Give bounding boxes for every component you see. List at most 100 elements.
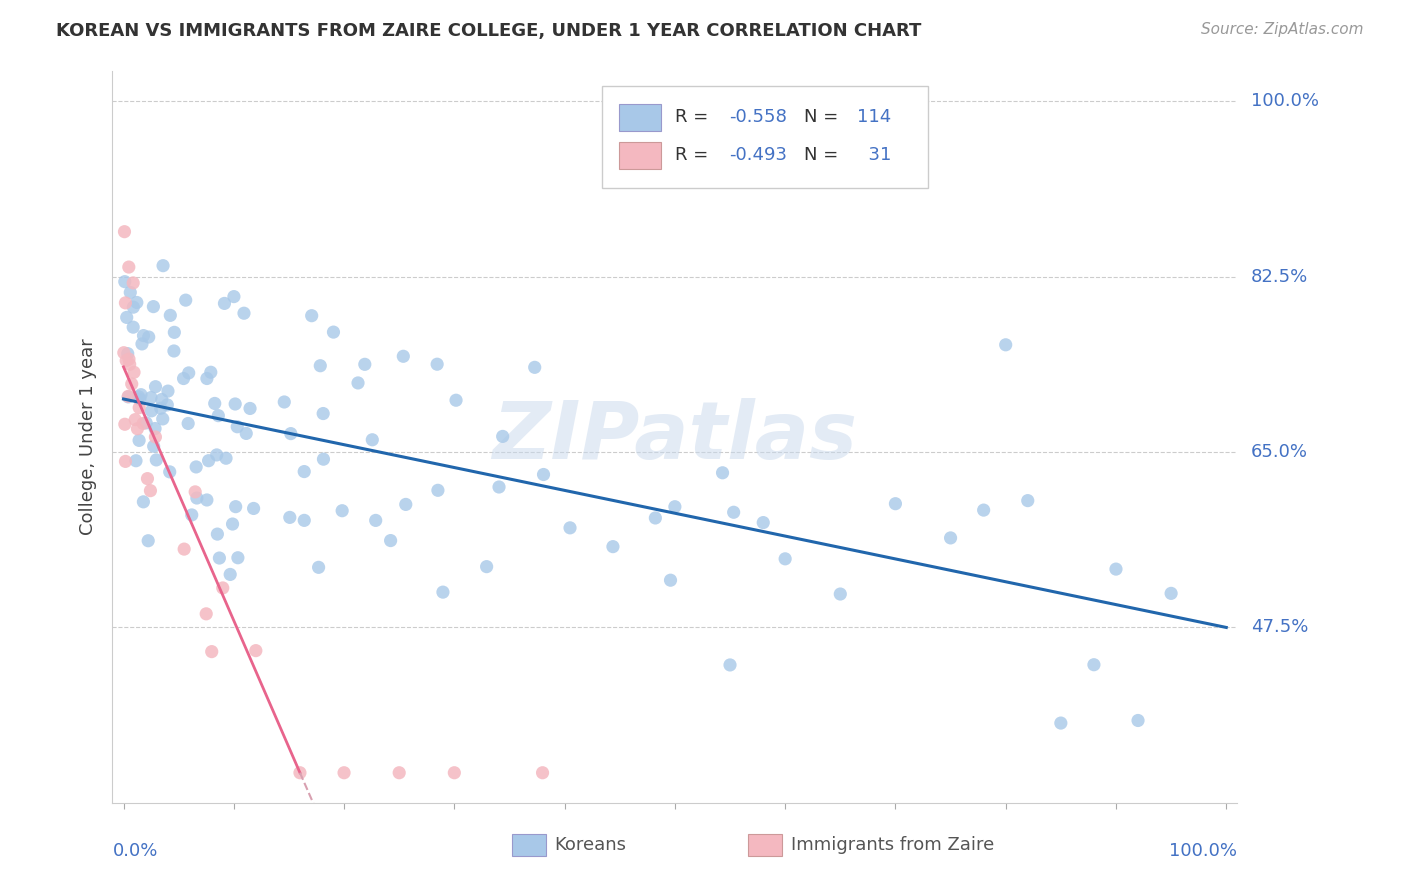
Point bbox=[533, 467, 555, 482]
Text: 47.5%: 47.5% bbox=[1251, 618, 1309, 637]
Point bbox=[280, 426, 302, 441]
FancyBboxPatch shape bbox=[619, 142, 661, 169]
Point bbox=[197, 453, 219, 467]
Point bbox=[333, 765, 356, 780]
Point bbox=[531, 765, 554, 780]
Point bbox=[475, 559, 498, 574]
Point bbox=[659, 573, 682, 587]
Point bbox=[141, 404, 163, 418]
Point bbox=[214, 296, 236, 310]
Text: 65.0%: 65.0% bbox=[1251, 443, 1308, 461]
Point bbox=[117, 346, 139, 360]
Point bbox=[292, 465, 315, 479]
Point bbox=[177, 417, 200, 431]
Point bbox=[364, 513, 387, 527]
Point bbox=[142, 439, 165, 453]
Point bbox=[222, 290, 245, 304]
Point bbox=[136, 533, 159, 548]
Point bbox=[288, 765, 311, 780]
Point bbox=[1160, 586, 1182, 600]
Point bbox=[488, 480, 510, 494]
Point bbox=[139, 391, 162, 405]
Point bbox=[122, 320, 145, 334]
Point bbox=[426, 357, 449, 371]
Point bbox=[138, 330, 160, 344]
Text: 31: 31 bbox=[858, 146, 891, 164]
Point bbox=[174, 293, 197, 307]
Point bbox=[224, 397, 246, 411]
Text: 0.0%: 0.0% bbox=[112, 842, 157, 860]
Point bbox=[112, 345, 135, 359]
Point bbox=[278, 510, 301, 524]
Point bbox=[347, 376, 370, 390]
Text: N =: N = bbox=[804, 109, 844, 127]
Point bbox=[131, 337, 153, 351]
Point bbox=[128, 392, 150, 407]
Point bbox=[136, 472, 159, 486]
Point bbox=[127, 422, 149, 436]
Point bbox=[664, 500, 686, 514]
Point bbox=[173, 542, 195, 557]
Point bbox=[380, 533, 402, 548]
FancyBboxPatch shape bbox=[619, 103, 661, 131]
Point bbox=[114, 417, 136, 432]
Point bbox=[195, 607, 218, 621]
Text: -0.493: -0.493 bbox=[728, 146, 787, 164]
Point bbox=[177, 366, 200, 380]
Point bbox=[723, 505, 745, 519]
Point bbox=[312, 407, 335, 421]
Point bbox=[129, 387, 152, 401]
Point bbox=[1083, 657, 1105, 672]
Point bbox=[117, 390, 139, 404]
Point bbox=[201, 645, 224, 659]
Point bbox=[226, 419, 249, 434]
Point bbox=[118, 260, 141, 274]
Point bbox=[233, 306, 256, 320]
Point bbox=[226, 550, 249, 565]
Point bbox=[273, 395, 295, 409]
Point bbox=[115, 353, 138, 368]
Point bbox=[353, 357, 375, 371]
Point bbox=[132, 417, 155, 431]
Point bbox=[128, 434, 150, 448]
Point bbox=[145, 430, 167, 444]
Point bbox=[242, 501, 264, 516]
Point bbox=[156, 398, 179, 412]
Point bbox=[120, 285, 142, 300]
Point bbox=[644, 511, 666, 525]
Point bbox=[221, 516, 243, 531]
Point bbox=[219, 567, 242, 582]
Point bbox=[207, 527, 229, 541]
Point bbox=[602, 540, 624, 554]
Point bbox=[830, 587, 852, 601]
Point bbox=[973, 503, 995, 517]
Point bbox=[309, 359, 332, 373]
Point bbox=[492, 429, 515, 443]
Point bbox=[711, 466, 734, 480]
Point bbox=[301, 309, 323, 323]
Text: ZIPatlas: ZIPatlas bbox=[492, 398, 858, 476]
Text: KOREAN VS IMMIGRANTS FROM ZAIRE COLLEGE, UNDER 1 YEAR CORRELATION CHART: KOREAN VS IMMIGRANTS FROM ZAIRE COLLEGE,… bbox=[56, 22, 921, 40]
Point bbox=[159, 309, 181, 323]
Point bbox=[117, 389, 139, 403]
Point bbox=[121, 376, 143, 391]
Point bbox=[718, 657, 741, 672]
Point bbox=[205, 448, 228, 462]
Point bbox=[392, 349, 415, 363]
Point bbox=[204, 396, 226, 410]
Point bbox=[186, 459, 208, 474]
Point bbox=[388, 765, 411, 780]
Point bbox=[186, 491, 208, 505]
Point bbox=[128, 401, 150, 415]
Text: N =: N = bbox=[804, 146, 844, 164]
Point bbox=[225, 500, 247, 514]
Point bbox=[330, 504, 353, 518]
Point bbox=[773, 551, 796, 566]
FancyBboxPatch shape bbox=[512, 834, 546, 856]
Point bbox=[125, 454, 148, 468]
Point bbox=[207, 409, 229, 423]
Point bbox=[139, 483, 162, 498]
Point bbox=[173, 371, 195, 385]
Point bbox=[215, 451, 238, 466]
Text: Immigrants from Zaire: Immigrants from Zaire bbox=[790, 836, 994, 855]
